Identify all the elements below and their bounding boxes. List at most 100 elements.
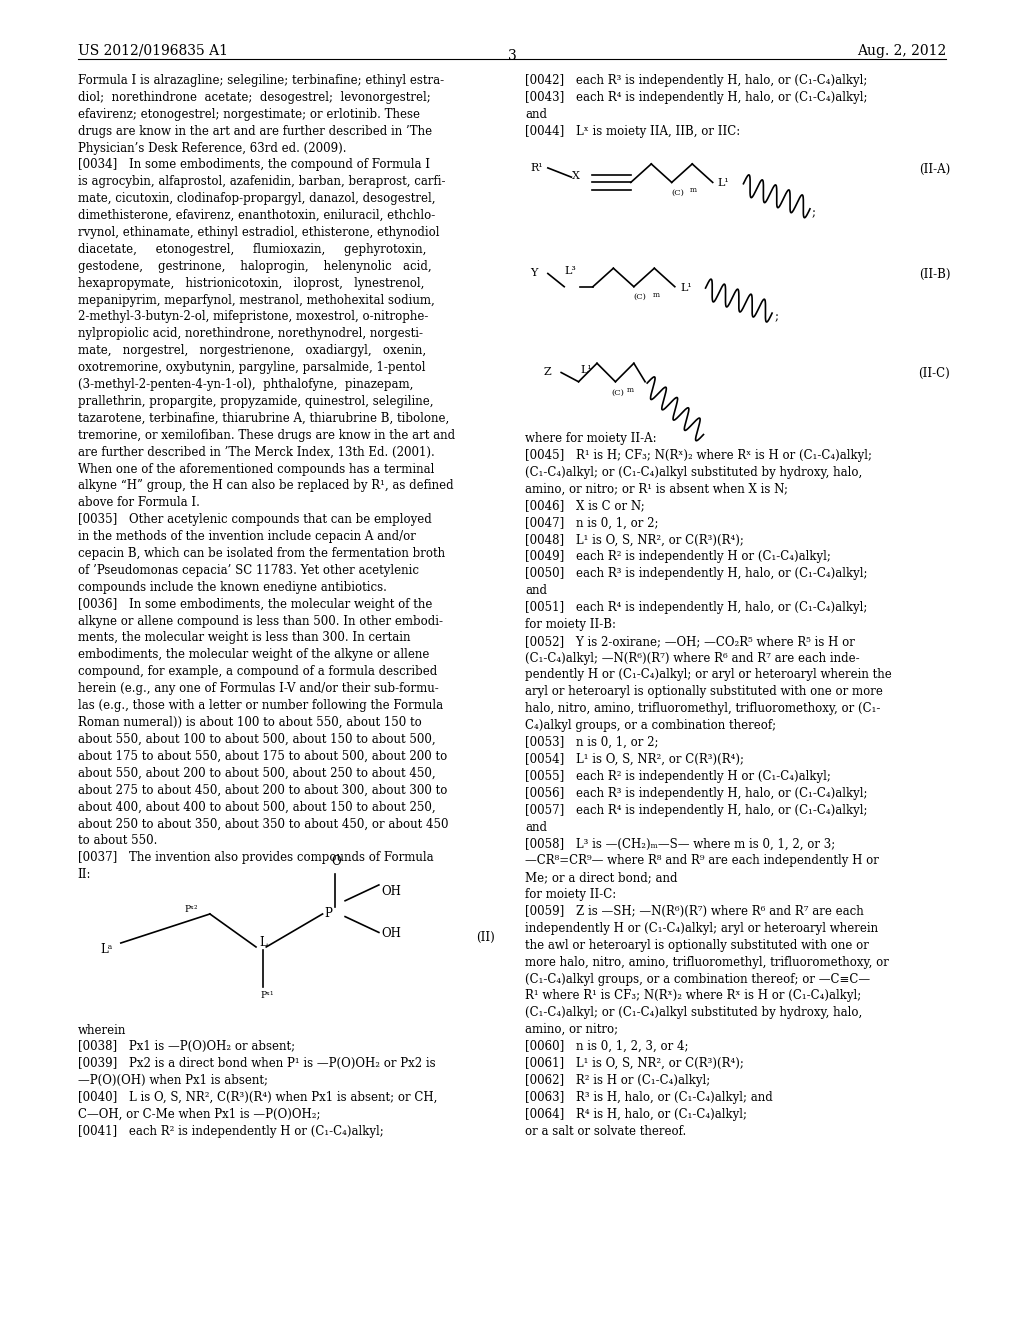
- Text: of ’Pseudomonas cepacia’ SC 11783. Yet other acetylenic: of ’Pseudomonas cepacia’ SC 11783. Yet o…: [78, 564, 419, 577]
- Text: ;: ;: [774, 310, 778, 323]
- Text: [0047] n is 0, 1, or 2;: [0047] n is 0, 1, or 2;: [525, 516, 658, 529]
- Text: nylpropiolic acid, norethindrone, norethynodrel, norgesti-: nylpropiolic acid, norethindrone, noreth…: [78, 327, 423, 341]
- Text: to about 550.: to about 550.: [78, 834, 158, 847]
- Text: prallethrin, propargite, propyzamide, quinestrol, selegiline,: prallethrin, propargite, propyzamide, qu…: [78, 395, 433, 408]
- Text: [0054] L¹ is O, S, NR², or C(R³)(R⁴);: [0054] L¹ is O, S, NR², or C(R³)(R⁴);: [525, 752, 744, 766]
- Text: Me; or a direct bond; and: Me; or a direct bond; and: [525, 871, 678, 884]
- Text: about 175 to about 550, about 175 to about 500, about 200 to: about 175 to about 550, about 175 to abo…: [78, 750, 447, 763]
- Text: (II-C): (II-C): [919, 367, 950, 380]
- Text: [0040] L is O, S, NR², C(R³)(R⁴) when Px1 is absent; or CH,: [0040] L is O, S, NR², C(R³)(R⁴) when Px…: [78, 1092, 437, 1104]
- Text: independently H or (C₁-C₄)alkyl; aryl or heteroaryl wherein: independently H or (C₁-C₄)alkyl; aryl or…: [525, 921, 879, 935]
- Text: (II-A): (II-A): [919, 162, 950, 176]
- Text: Z: Z: [544, 367, 551, 378]
- Text: (C₁-C₄)alkyl groups, or a combination thereof; or —C≡C—: (C₁-C₄)alkyl groups, or a combination th…: [525, 973, 870, 986]
- Text: rvynol, ethinamate, ethinyl estradiol, ethisterone, ethynodiol: rvynol, ethinamate, ethinyl estradiol, e…: [78, 226, 439, 239]
- Text: amino, or nitro;: amino, or nitro;: [525, 1023, 618, 1036]
- Text: [0036] In some embodiments, the molecular weight of the: [0036] In some embodiments, the molecula…: [78, 598, 432, 611]
- Text: [0060] n is 0, 1, 2, 3, or 4;: [0060] n is 0, 1, 2, 3, or 4;: [525, 1040, 689, 1053]
- Text: mate,   norgestrel,   norgestrienone,   oxadiargyl,   oxenin,: mate, norgestrel, norgestrienone, oxadia…: [78, 345, 426, 358]
- Text: wherein: wherein: [78, 1023, 126, 1036]
- Text: (II-B): (II-B): [919, 268, 950, 281]
- Text: about 550, about 200 to about 500, about 250 to about 450,: about 550, about 200 to about 500, about…: [78, 767, 435, 780]
- Text: [0044] Lˣ is moiety IIA, IIB, or IIC:: [0044] Lˣ is moiety IIA, IIB, or IIC:: [525, 124, 740, 137]
- Text: (C): (C): [672, 189, 685, 197]
- Text: (C): (C): [634, 293, 647, 301]
- Text: where for moiety II-A:: where for moiety II-A:: [525, 432, 657, 445]
- Text: L¹: L¹: [581, 364, 592, 375]
- Text: [0050] each R³ is independently H, halo, or (C₁-C₄)alkyl;: [0050] each R³ is independently H, halo,…: [525, 568, 867, 579]
- Text: P: P: [325, 907, 333, 920]
- Text: oxotremorine, oxybutynin, pargyline, parsalmide, 1-pentol: oxotremorine, oxybutynin, pargyline, par…: [78, 362, 425, 374]
- Text: amino, or nitro; or R¹ is absent when X is N;: amino, or nitro; or R¹ is absent when X …: [525, 483, 788, 495]
- Text: alkyne or allene compound is less than 500. In other embodi-: alkyne or allene compound is less than 5…: [78, 615, 442, 627]
- Text: [0063] R³ is H, halo, or (C₁-C₄)alkyl; and: [0063] R³ is H, halo, or (C₁-C₄)alkyl; a…: [525, 1090, 773, 1104]
- Text: pendently H or (C₁-C₄)alkyl; or aryl or heteroaryl wherein the: pendently H or (C₁-C₄)alkyl; or aryl or …: [525, 668, 892, 681]
- Text: [0039] Px2 is a direct bond when P¹ is —P(O)OH₂ or Px2 is: [0039] Px2 is a direct bond when P¹ is —…: [78, 1057, 435, 1071]
- Text: [0058] L³ is —(CH₂)ₘ—S— where m is 0, 1, 2, or 3;: [0058] L³ is —(CH₂)ₘ—S— where m is 0, 1,…: [525, 837, 836, 850]
- Text: compounds include the known enediyne antibiotics.: compounds include the known enediyne ant…: [78, 581, 387, 594]
- Text: (C₁-C₄)alkyl; or (C₁-C₄)alkyl substituted by hydroxy, halo,: (C₁-C₄)alkyl; or (C₁-C₄)alkyl substitute…: [525, 466, 862, 479]
- Text: L³: L³: [564, 265, 577, 276]
- Text: [0034] In some embodiments, the compound of Formula I: [0034] In some embodiments, the compound…: [78, 158, 430, 172]
- Text: [0062] R² is H or (C₁-C₄)alkyl;: [0062] R² is H or (C₁-C₄)alkyl;: [525, 1074, 711, 1086]
- Text: [0052] Y is 2-oxirane; —OH; —CO₂R⁵ where R⁵ is H or: [0052] Y is 2-oxirane; —OH; —CO₂R⁵ where…: [525, 635, 855, 648]
- Text: herein (e.g., any one of Formulas I-V and/or their sub-formu-: herein (e.g., any one of Formulas I-V an…: [78, 682, 438, 696]
- Text: and: and: [525, 583, 547, 597]
- Text: (C₁-C₄)alkyl; —N(R⁶)(R⁷) where R⁶ and R⁷ are each inde-: (C₁-C₄)alkyl; —N(R⁶)(R⁷) where R⁶ and R⁷…: [525, 652, 860, 664]
- Text: above for Formula I.: above for Formula I.: [78, 496, 200, 510]
- Text: Y: Y: [530, 268, 538, 279]
- Text: mepanipyrim, meparfynol, mestranol, methohexital sodium,: mepanipyrim, meparfynol, mestranol, meth…: [78, 293, 434, 306]
- Text: L¹: L¹: [718, 178, 729, 189]
- Text: and: and: [525, 108, 547, 120]
- Text: diacetate,     etonogestrel,     flumioxazin,     gephyrotoxin,: diacetate, etonogestrel, flumioxazin, ge…: [78, 243, 426, 256]
- Text: gestodene,    gestrinone,    haloprogin,    helenynolic   acid,: gestodene, gestrinone, haloprogin, helen…: [78, 260, 431, 273]
- Text: [0035] Other acetylenic compounds that can be employed: [0035] Other acetylenic compounds that c…: [78, 513, 431, 527]
- Text: II:: II:: [78, 869, 91, 880]
- Text: [0057] each R⁴ is independently H, halo, or (C₁-C₄)alkyl;: [0057] each R⁴ is independently H, halo,…: [525, 804, 867, 817]
- Text: mate, cicutoxin, clodinafop-propargyl, danazol, desogestrel,: mate, cicutoxin, clodinafop-propargyl, d…: [78, 193, 435, 205]
- Text: OH: OH: [381, 927, 400, 940]
- Text: Aug. 2, 2012: Aug. 2, 2012: [857, 44, 946, 58]
- Text: halo, nitro, amino, trifluoromethyl, trifluoromethoxy, or (C₁-: halo, nitro, amino, trifluoromethyl, tri…: [525, 702, 881, 715]
- Text: ;: ;: [812, 206, 816, 219]
- Text: [0049] each R² is independently H or (C₁-C₄)alkyl;: [0049] each R² is independently H or (C₁…: [525, 550, 831, 564]
- Text: C₄)alkyl groups, or a combination thereof;: C₄)alkyl groups, or a combination thereo…: [525, 719, 776, 733]
- Text: about 550, about 100 to about 500, about 150 to about 500,: about 550, about 100 to about 500, about…: [78, 733, 435, 746]
- Text: Pˣ¹: Pˣ¹: [260, 990, 273, 999]
- Text: Formula I is alrazagline; selegiline; terbinafine; ethinyl estra-: Formula I is alrazagline; selegiline; te…: [78, 74, 444, 87]
- Text: drugs are know in the art and are further described in ’The: drugs are know in the art and are furthe…: [78, 124, 432, 137]
- Text: [0037] The invention also provides compounds of Formula: [0037] The invention also provides compo…: [78, 851, 433, 865]
- Text: tazarotene, terbinafine, thiarubrine A, thiarubrine B, tibolone,: tazarotene, terbinafine, thiarubrine A, …: [78, 412, 450, 425]
- Text: Pˣ²: Pˣ²: [184, 904, 198, 913]
- Text: R¹: R¹: [530, 162, 543, 173]
- Text: Physician’s Desk Reference, 63rd ed. (2009).: Physician’s Desk Reference, 63rd ed. (20…: [78, 141, 346, 154]
- Text: (C): (C): [612, 388, 625, 396]
- Text: the awl or heteroaryl is optionally substituted with one or: the awl or heteroaryl is optionally subs…: [525, 939, 869, 952]
- Text: in the methods of the invention include cepacin A and/or: in the methods of the invention include …: [78, 531, 416, 543]
- Text: [0038] Px1 is —P(O)OH₂ or absent;: [0038] Px1 is —P(O)OH₂ or absent;: [78, 1040, 295, 1053]
- Text: hexapropymate,   histrionicotoxin,   iloprost,   lynestrenol,: hexapropymate, histrionicotoxin, ilopros…: [78, 277, 424, 289]
- Text: (3-methyl-2-penten-4-yn-1-ol),  phthalofyne,  pinazepam,: (3-methyl-2-penten-4-yn-1-ol), phthalofy…: [78, 378, 414, 391]
- Text: [0059] Z is —SH; —N(R⁶)(R⁷) where R⁶ and R⁷ are each: [0059] Z is —SH; —N(R⁶)(R⁷) where R⁶ and…: [525, 906, 864, 917]
- Text: aryl or heteroaryl is optionally substituted with one or more: aryl or heteroaryl is optionally substit…: [525, 685, 883, 698]
- Text: —CR⁸=CR⁹— where R⁸ and R⁹ are each independently H or: —CR⁸=CR⁹— where R⁸ and R⁹ are each indep…: [525, 854, 880, 867]
- Text: efavirenz; etonogestrel; norgestimate; or erlotinib. These: efavirenz; etonogestrel; norgestimate; o…: [78, 108, 420, 120]
- Text: 3: 3: [508, 49, 516, 63]
- Text: diol;  norethindrone  acetate;  desogestrel;  levonorgestrel;: diol; norethindrone acetate; desogestrel…: [78, 91, 430, 104]
- Text: alkyne “H” group, the H can also be replaced by R¹, as defined: alkyne “H” group, the H can also be repl…: [78, 479, 454, 492]
- Text: is agrocybin, alfaprostol, azafenidin, barban, beraprost, carfi-: is agrocybin, alfaprostol, azafenidin, b…: [78, 176, 445, 189]
- Text: cepacin B, which can be isolated from the fermentation broth: cepacin B, which can be isolated from th…: [78, 546, 445, 560]
- Text: for moiety II-C:: for moiety II-C:: [525, 888, 616, 902]
- Text: [0046] X is C or N;: [0046] X is C or N;: [525, 499, 645, 512]
- Text: R¹ where R¹ is CF₃; N(Rˣ)₂ where Rˣ is H or (C₁-C₄)alkyl;: R¹ where R¹ is CF₃; N(Rˣ)₂ where Rˣ is H…: [525, 990, 861, 1002]
- Text: X: X: [572, 170, 581, 181]
- Text: [0042] each R³ is independently H, halo, or (C₁-C₄)alkyl;: [0042] each R³ is independently H, halo,…: [525, 74, 867, 87]
- Text: L¹: L¹: [680, 282, 691, 293]
- Text: [0053] n is 0, 1, or 2;: [0053] n is 0, 1, or 2;: [525, 737, 658, 748]
- Text: US 2012/0196835 A1: US 2012/0196835 A1: [78, 44, 227, 58]
- Text: O: O: [332, 854, 341, 867]
- Text: [0055] each R² is independently H or (C₁-C₄)alkyl;: [0055] each R² is independently H or (C₁…: [525, 770, 831, 783]
- Text: more halo, nitro, amino, trifluoromethyl, trifluoromethoxy, or: more halo, nitro, amino, trifluoromethyl…: [525, 956, 889, 969]
- Text: L: L: [259, 936, 267, 949]
- Text: m: m: [652, 290, 659, 298]
